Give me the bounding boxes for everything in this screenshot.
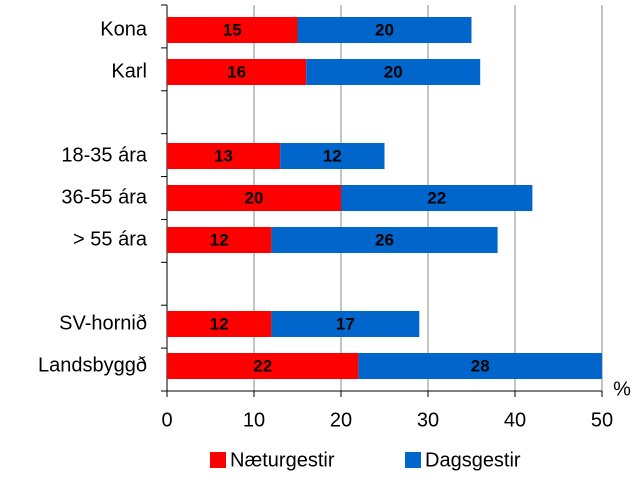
data-label: 22 (427, 188, 446, 207)
y-tick-label: Karl (111, 60, 147, 82)
bar-segment (167, 143, 281, 169)
data-label: 20 (384, 62, 403, 81)
x-tick-label: 0 (161, 409, 172, 431)
bar-segment (167, 227, 272, 253)
data-label: 28 (471, 356, 490, 375)
legend-swatch (210, 452, 226, 468)
bar-segment (167, 353, 359, 379)
y-tick-label: 36-55 ára (61, 186, 147, 208)
bar-segment (297, 17, 472, 43)
data-label: 16 (227, 62, 246, 81)
data-label: 12 (210, 314, 229, 333)
bar-segment (341, 185, 533, 211)
x-tick-label: 50 (591, 409, 613, 431)
bar-segment (271, 311, 420, 337)
data-label: 12 (323, 146, 342, 165)
bar-segment (167, 17, 298, 43)
legend-label: Næturgestir (230, 449, 335, 471)
bar-segment (280, 143, 385, 169)
y-tick-label: Landsbyggð (38, 354, 147, 376)
data-label: 22 (253, 356, 272, 375)
y-tick-label: 18-35 ára (61, 144, 147, 166)
x-tick-label: 10 (243, 409, 265, 431)
data-label: 13 (214, 146, 233, 165)
x-tick-label: 20 (330, 409, 352, 431)
bar-segment (167, 185, 341, 211)
bar-segment (271, 227, 498, 253)
x-tick-label: 40 (504, 409, 526, 431)
y-tick-label: SV-hornið (59, 312, 147, 334)
x-tick-label: 30 (417, 409, 439, 431)
y-tick-label: > 55 ára (73, 228, 148, 250)
legend-label: Dagsgestir (425, 449, 521, 471)
y-tick-label: Kona (100, 18, 148, 40)
data-label: 15 (223, 20, 242, 39)
bar-segment (306, 59, 481, 85)
data-label: 26 (375, 230, 394, 249)
data-label: 20 (375, 20, 394, 39)
bar-segment (167, 59, 307, 85)
data-label: 17 (336, 314, 355, 333)
legend-swatch (405, 452, 421, 468)
data-label: 12 (210, 230, 229, 249)
bar-segment (167, 311, 272, 337)
data-label: 20 (245, 188, 264, 207)
x-axis-label: % (613, 378, 631, 400)
bar-segment (358, 353, 602, 379)
